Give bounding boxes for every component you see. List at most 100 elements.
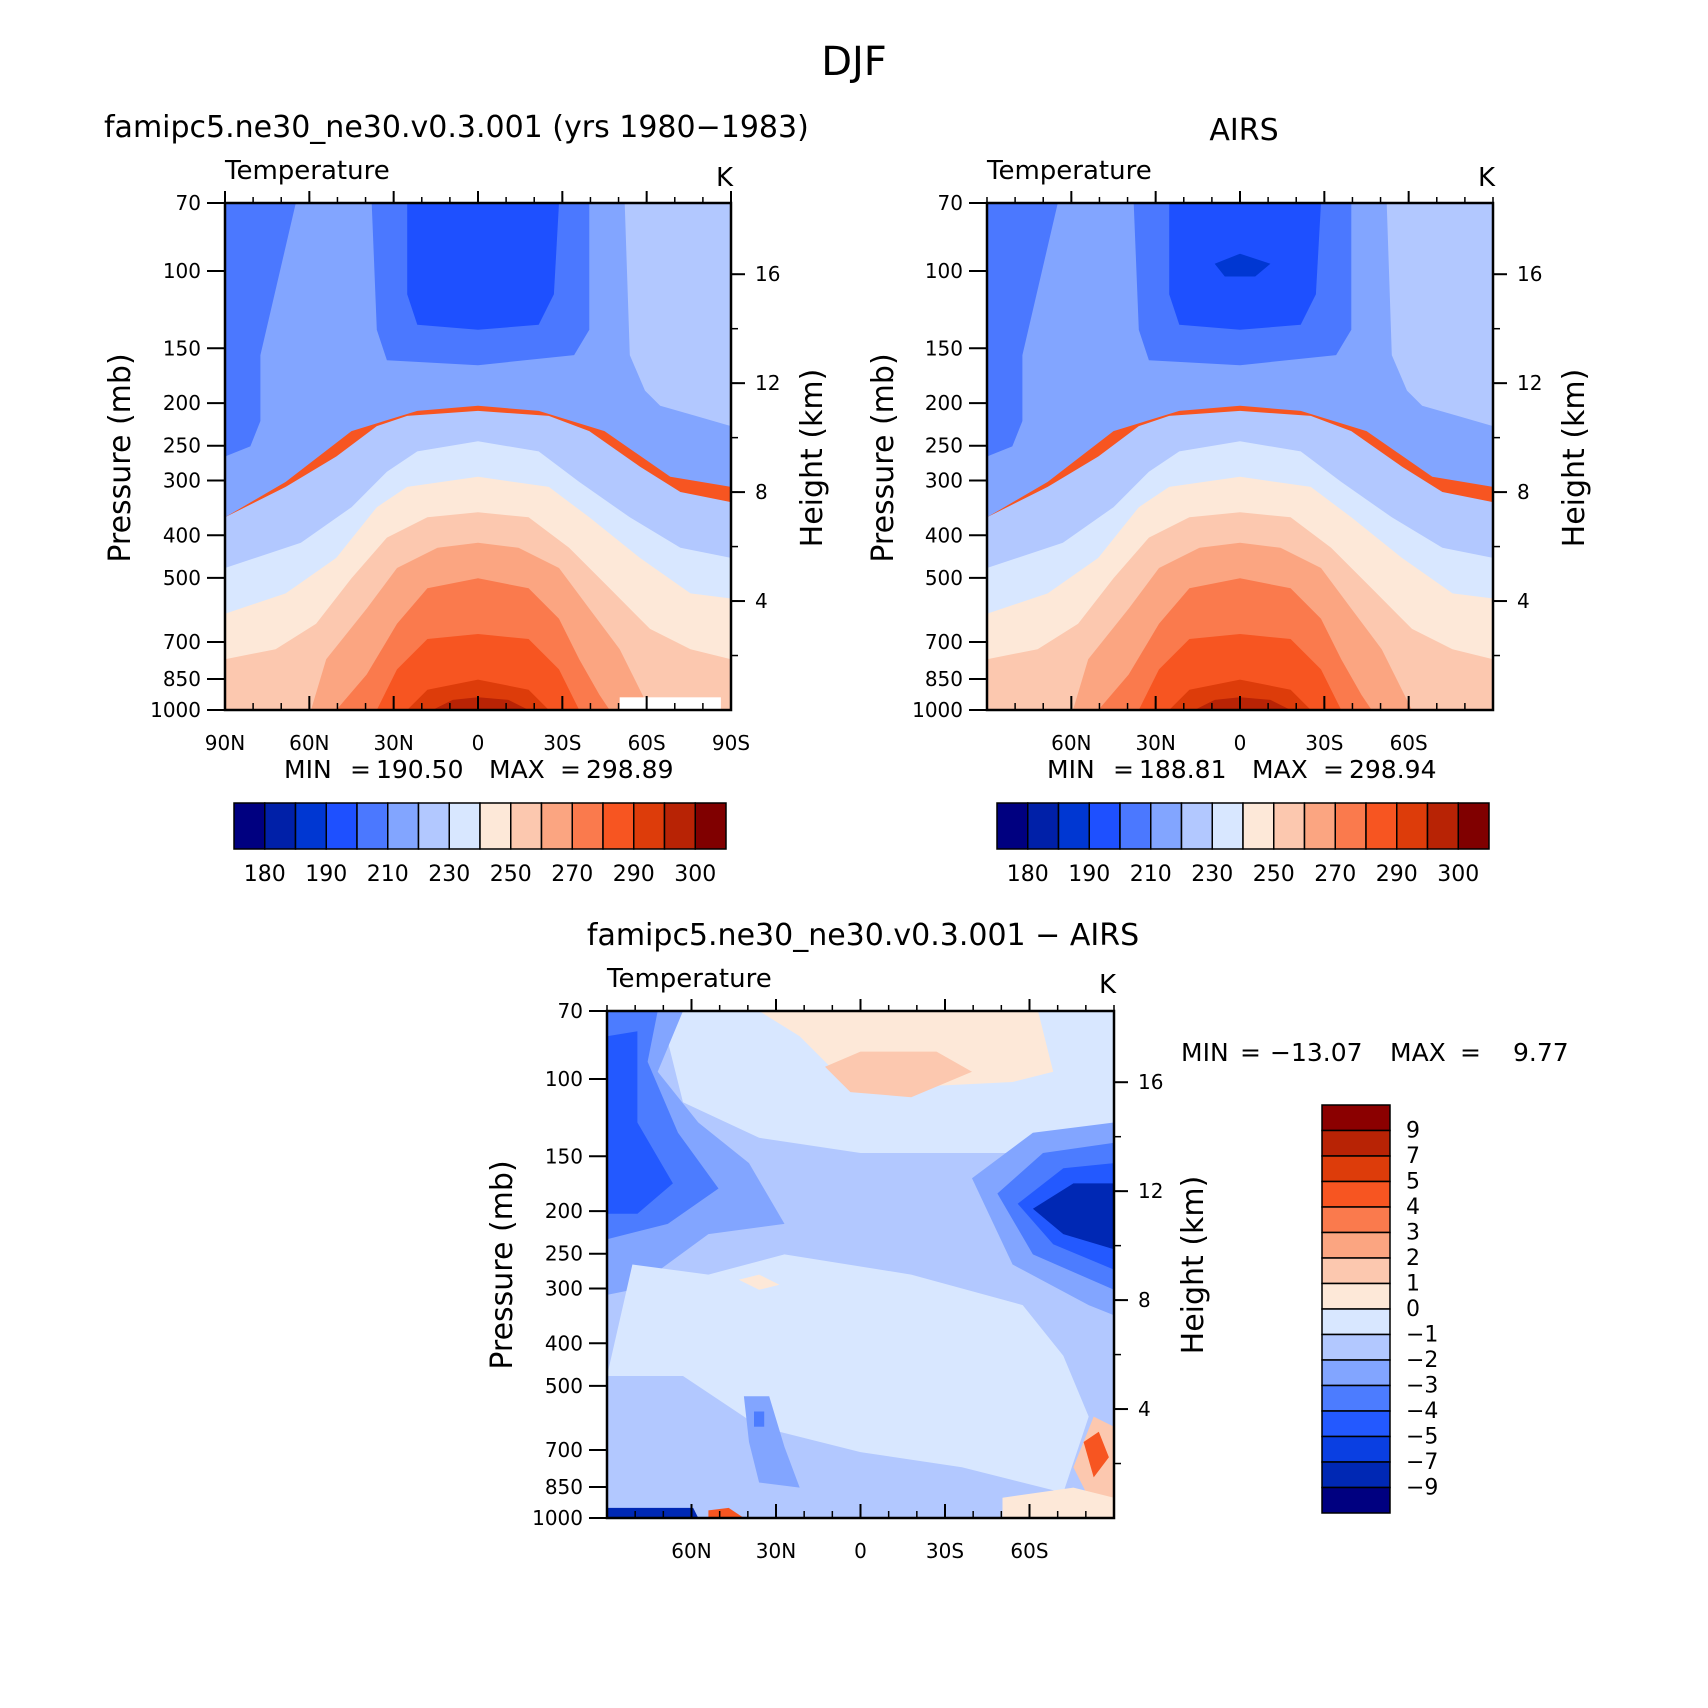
panel-airs-ytick-label: 400 (925, 523, 963, 547)
panel-model-min-value: 190.50 (376, 755, 463, 784)
panel-airs-colorbar-swatch (1119, 802, 1152, 850)
panel-airs-xtick-label: 30S (1305, 731, 1343, 755)
panel-model-contour-band-295 (407, 679, 549, 710)
panel-diff-colorbar-swatch (1321, 1155, 1391, 1183)
panel-model-colorbar-swatch (602, 802, 635, 850)
panel-diff-contour-neg-right-7 (1032, 1183, 1114, 1250)
panel-airs-colorbar-label: 250 (1253, 862, 1295, 887)
panel-diff-colorbar-label: −4 (1406, 1399, 1438, 1424)
panel-airs-ylabel: Pressure (mb) (866, 353, 901, 562)
panel-model-max-label: MAX (489, 755, 545, 784)
panel-diff-ytick-label: 700 (545, 1438, 583, 1462)
panel-diff-contour-zero-mid (607, 1254, 1089, 1493)
panel-diff-ytick-label: 150 (545, 1144, 583, 1168)
panel-diff-contour-pos-mid (738, 1274, 780, 1290)
panel-diff-colorbar-label: −9 (1406, 1476, 1438, 1501)
panel-diff-contours (607, 1011, 1114, 1518)
panel-diff-max-value: 9.77 (1513, 1038, 1569, 1067)
panel-model-xtick-label: 60N (289, 731, 329, 755)
panel-airs-contour-band-230-right (1386, 203, 1493, 427)
panel-model-ytick-label: 1000 (150, 698, 201, 722)
panel-diff-xtick-label: 30S (926, 1539, 964, 1563)
panel-model-ytick-label: 70 (176, 191, 201, 215)
panel-airs-min-value: 188.81 (1139, 755, 1226, 784)
panel-model-colorbar-label: 190 (305, 862, 347, 887)
panel-diff-colorbar-label: 0 (1406, 1297, 1420, 1322)
panel-model-colorbar-label: 250 (490, 862, 532, 887)
panel-airs-colorbar-swatch (1334, 802, 1367, 850)
panel-model-colorbar-swatch (448, 802, 481, 850)
panel-model-contour-band-200-trop (407, 203, 559, 330)
panel-model-colorbar-swatch (356, 802, 389, 850)
panel-airs-ytick-label: 300 (925, 468, 963, 492)
panel-airs-colorbar-swatch (1088, 802, 1121, 850)
panel-model-colorbar-swatch (571, 802, 604, 850)
panel-model-min-label: MIN (284, 755, 332, 784)
panel-model-title: famipc5.ne30_ne30.v0.3.001 (yrs 1980−198… (104, 110, 809, 145)
panel-airs-xtick-label: 30N (1135, 731, 1175, 755)
panel-airs-colorbar-swatch (1150, 802, 1183, 850)
panel-diff-colorbar-swatch (1321, 1410, 1391, 1438)
panel-model-units: K (716, 163, 734, 193)
panel-diff-ytick-label: 250 (545, 1242, 583, 1266)
panel-model-ytick-label: 150 (163, 336, 201, 360)
panel-diff-ytick-label: 300 (545, 1276, 583, 1300)
panel-model: famipc5.ne30_ne30.v0.3.001 (yrs 1980−198… (103, 110, 830, 887)
panel-model-subtitle: Temperature (224, 156, 390, 186)
panel-airs-ytick-label: 70 (938, 191, 963, 215)
panel-diff-xtick-label: 60S (1010, 1539, 1048, 1563)
panel-model-ytick-label: 100 (163, 259, 201, 283)
panel-airs-ytick-label: 250 (925, 434, 963, 458)
panel-airs-xtick-label: 0 (1234, 731, 1247, 755)
panel-diff-colorbar-label: 9 (1406, 1119, 1420, 1144)
panel-model-y2label: Height (km) (795, 369, 830, 548)
panel-model-y2tick-label: 8 (755, 480, 768, 504)
panel-diff-colorbar-swatch (1321, 1104, 1391, 1132)
panel-airs-colorbar-swatch (1365, 802, 1398, 850)
panel-airs-ytick-label: 200 (925, 391, 963, 415)
panel-model-colorbar-swatch (479, 802, 512, 850)
panel-model-colorbar-label: 290 (613, 862, 655, 887)
panel-diff-colorbar-swatch (1321, 1308, 1391, 1336)
panel-airs-colorbar-label: 230 (1191, 862, 1233, 887)
panel-diff-colorbar-label: −3 (1406, 1374, 1438, 1399)
panel-model-xtick-label: 0 (472, 731, 485, 755)
panel-diff-y2label: Height (km) (1176, 1176, 1211, 1355)
panel-airs-subtitle: Temperature (986, 156, 1152, 186)
panel-airs-y2tick-label: 16 (1517, 262, 1542, 286)
panel-model-ytick-label: 250 (163, 434, 201, 458)
panel-model-xtick-label: 30S (543, 731, 581, 755)
panel-airs-contour-band-190 (1214, 253, 1271, 277)
panel-airs-colorbar-label: 190 (1068, 862, 1110, 887)
panel-model-y2tick-label: 4 (755, 589, 768, 613)
panel-diff-colorbar-swatch (1321, 1461, 1391, 1489)
panel-diff-colorbar-swatch (1321, 1257, 1391, 1285)
panel-diff-y2tick-label: 8 (1138, 1288, 1151, 1312)
panel-model-colorbar-swatch (417, 802, 450, 850)
panel-diff-colorbar-label: −2 (1406, 1348, 1438, 1373)
panel-diff-units: K (1099, 970, 1117, 1000)
panel-model-ytick-label: 850 (163, 667, 201, 691)
panel-airs-colorbar-label: 210 (1130, 862, 1172, 887)
panel-model-colorbar: 180 190 210 230 250 270 290 300 (233, 802, 727, 887)
panel-model-ytick-label: 300 (163, 468, 201, 492)
panel-airs-y2label: Height (km) (1557, 369, 1592, 548)
figure-title: DJF (821, 39, 887, 85)
panel-airs-colorbar-label: 180 (1007, 862, 1049, 887)
panel-model-xtick-label: 30N (373, 731, 413, 755)
panel-model-ytick-label: 200 (163, 391, 201, 415)
panel-diff-contour-neg-mid-4 (754, 1411, 765, 1427)
panel-diff-colorbar-swatch (1321, 1333, 1391, 1361)
panel-diff-min-eq: = (1240, 1038, 1261, 1067)
panel-airs-title: AIRS (1209, 113, 1278, 148)
panel-model-ylabel: Pressure (mb) (103, 353, 138, 562)
panel-airs-colorbar-swatch (1396, 802, 1429, 850)
panel-diff-colorbar-label: −5 (1406, 1425, 1438, 1450)
panel-airs-max-eq: = (1323, 755, 1344, 784)
panel-airs-contours (987, 203, 1493, 710)
panel-airs-units: K (1478, 163, 1496, 193)
panel-diff-colorbar-label: 3 (1406, 1221, 1420, 1246)
panel-diff-contour-neg-bottom (607, 1507, 699, 1518)
panel-model-colorbar-swatch (387, 802, 420, 850)
